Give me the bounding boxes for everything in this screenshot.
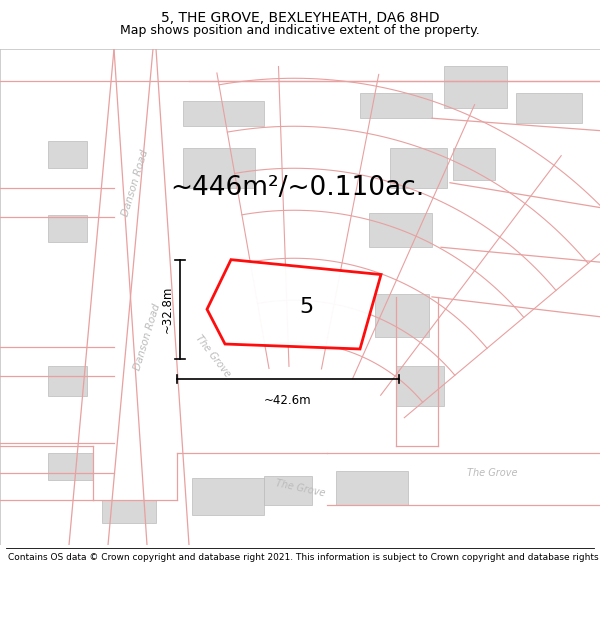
Text: The Grove: The Grove <box>467 468 517 478</box>
Polygon shape <box>48 141 87 168</box>
Text: 5: 5 <box>299 297 313 317</box>
Polygon shape <box>48 215 87 242</box>
Polygon shape <box>444 66 507 108</box>
Polygon shape <box>396 366 444 406</box>
Text: The Grove: The Grove <box>274 478 326 498</box>
Text: Danson Road: Danson Road <box>120 148 150 218</box>
Polygon shape <box>207 259 381 349</box>
Polygon shape <box>183 148 255 188</box>
Polygon shape <box>336 471 408 505</box>
Polygon shape <box>102 501 156 522</box>
Polygon shape <box>183 101 264 126</box>
Text: ~32.8m: ~32.8m <box>160 286 173 333</box>
Polygon shape <box>360 93 432 118</box>
Text: Danson Road: Danson Road <box>132 302 162 371</box>
Polygon shape <box>516 93 582 123</box>
Text: The Grove: The Grove <box>194 334 232 379</box>
Text: ~446m²/~0.110ac.: ~446m²/~0.110ac. <box>170 175 424 201</box>
Text: ~42.6m: ~42.6m <box>264 394 312 407</box>
Polygon shape <box>192 478 264 515</box>
Text: Map shows position and indicative extent of the property.: Map shows position and indicative extent… <box>120 24 480 36</box>
Polygon shape <box>453 148 495 180</box>
Polygon shape <box>390 148 447 188</box>
Polygon shape <box>48 453 93 481</box>
Polygon shape <box>375 294 429 337</box>
Polygon shape <box>48 366 87 396</box>
Text: 5, THE GROVE, BEXLEYHEATH, DA6 8HD: 5, THE GROVE, BEXLEYHEATH, DA6 8HD <box>161 11 439 25</box>
Polygon shape <box>264 476 312 505</box>
Text: Contains OS data © Crown copyright and database right 2021. This information is : Contains OS data © Crown copyright and d… <box>8 553 600 562</box>
Polygon shape <box>369 213 432 248</box>
